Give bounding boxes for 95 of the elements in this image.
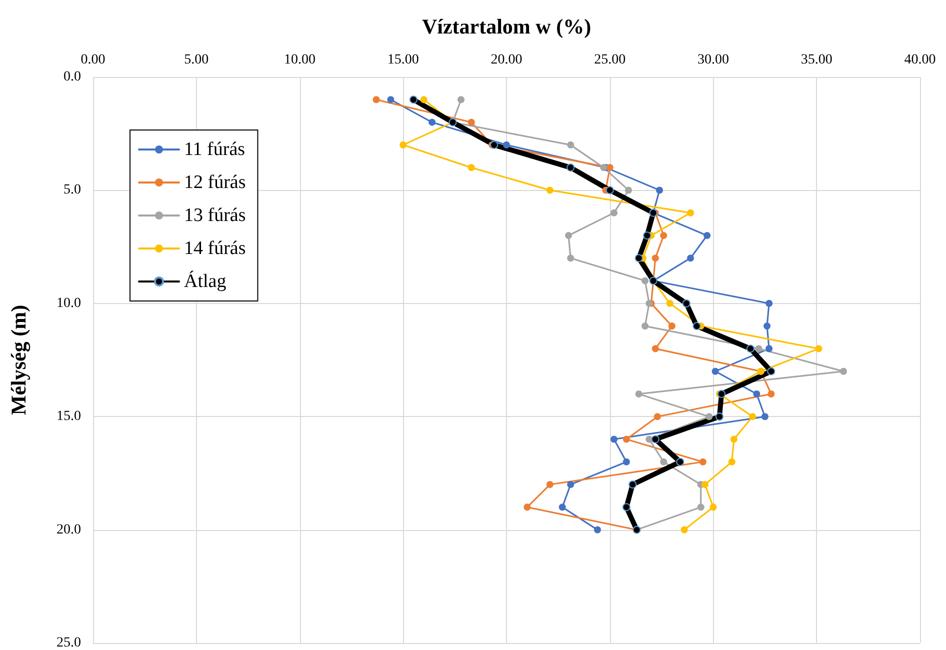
point — [666, 300, 674, 307]
point — [567, 254, 574, 262]
point — [610, 209, 618, 216]
point — [746, 344, 754, 353]
point — [697, 504, 704, 511]
point — [490, 140, 498, 149]
point — [687, 254, 694, 262]
y-tick-label: 0.0 — [64, 70, 81, 84]
point — [622, 503, 630, 512]
y-tick-label: 5.0 — [64, 182, 81, 198]
point — [624, 186, 632, 194]
point — [715, 412, 724, 421]
point — [622, 458, 630, 466]
point — [755, 345, 762, 352]
point — [676, 458, 684, 466]
point — [468, 118, 475, 126]
point — [699, 458, 706, 466]
point — [652, 345, 659, 352]
point — [594, 526, 601, 534]
point — [654, 413, 661, 420]
point — [468, 164, 475, 172]
point — [628, 480, 637, 489]
y-tick-label: 25.0 — [56, 636, 81, 650]
point — [622, 436, 630, 443]
point — [766, 300, 773, 307]
point — [753, 390, 760, 398]
point — [642, 277, 649, 284]
point — [634, 254, 643, 262]
point — [718, 390, 726, 398]
legend-label: 12 fúrás — [184, 172, 246, 193]
point — [682, 299, 690, 308]
point — [642, 322, 649, 330]
x-tick-label: 30.00 — [698, 52, 729, 68]
x-tick-label: 20.00 — [490, 52, 522, 68]
point — [372, 96, 380, 104]
point — [766, 345, 773, 352]
y-axis-title: Mélység (m) — [6, 304, 30, 416]
point — [680, 526, 688, 534]
point — [660, 458, 668, 466]
point — [643, 231, 652, 240]
x-axis-title: Víztartalom w (%) — [422, 14, 592, 38]
point — [749, 413, 756, 420]
point — [706, 413, 713, 420]
point — [710, 504, 717, 511]
point — [764, 322, 771, 330]
x-tick-label: 25.00 — [594, 52, 626, 68]
point — [767, 367, 776, 376]
point — [701, 481, 708, 488]
y-tick-label: 10.0 — [56, 296, 81, 311]
point — [712, 368, 719, 375]
point — [458, 96, 465, 104]
point — [565, 232, 572, 239]
x-tick-label: 0.00 — [80, 52, 106, 68]
legend-label: 13 fúrás — [184, 205, 246, 226]
y-tick-label: 20.0 — [56, 522, 81, 538]
point — [840, 368, 848, 375]
x-tick-label: 5.00 — [184, 52, 209, 68]
legend-label: 14 fúrás — [184, 238, 246, 259]
x-tick-label: 40.00 — [904, 52, 936, 68]
x-tick-label: 35.00 — [800, 52, 832, 68]
point — [546, 481, 554, 488]
point — [652, 254, 659, 262]
point — [730, 436, 738, 443]
point — [420, 96, 428, 104]
point — [546, 186, 554, 194]
point — [387, 96, 394, 104]
point — [656, 186, 663, 194]
point — [409, 96, 418, 104]
point — [651, 435, 660, 444]
point — [524, 504, 531, 511]
legend-label: 11 fúrás — [184, 139, 246, 160]
legend-label: Átlag — [184, 270, 227, 292]
point — [668, 322, 676, 330]
point — [566, 164, 575, 172]
point — [728, 458, 736, 466]
point — [567, 141, 574, 148]
point — [503, 141, 510, 148]
point — [567, 481, 574, 488]
x-tick-label: 15.00 — [387, 52, 419, 68]
point — [558, 504, 566, 511]
point — [768, 390, 775, 398]
point — [610, 436, 618, 443]
x-tick-label: 10.00 — [284, 52, 316, 68]
point — [606, 164, 614, 172]
point — [660, 232, 668, 239]
point — [692, 322, 701, 330]
y-tick-label: 15.0 — [56, 409, 81, 424]
point — [428, 118, 436, 126]
point — [606, 186, 614, 194]
point — [400, 141, 407, 148]
point — [704, 232, 711, 239]
point — [635, 390, 642, 398]
point — [815, 345, 822, 352]
point — [761, 413, 768, 420]
point — [687, 209, 694, 216]
